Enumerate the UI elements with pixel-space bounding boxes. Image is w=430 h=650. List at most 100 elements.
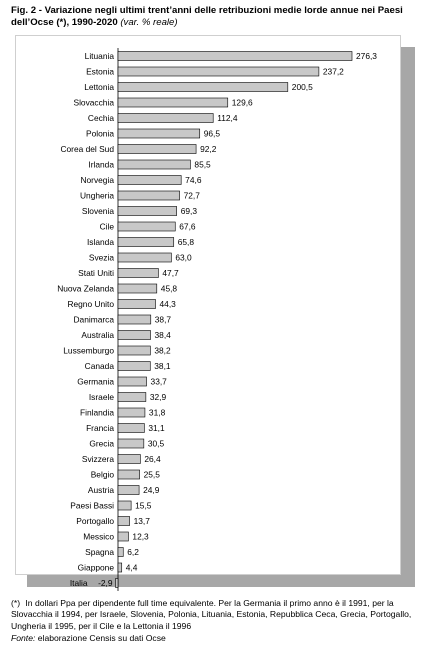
value-label: 38,1 — [154, 361, 171, 371]
bar — [117, 113, 214, 123]
bar — [117, 159, 191, 170]
value-label: 38,2 — [154, 346, 171, 356]
value-label: 96,5 — [204, 129, 221, 139]
value-label: 30,5 — [148, 439, 165, 449]
value-label: 24,9 — [143, 485, 160, 495]
value-label: 72,7 — [184, 191, 201, 201]
category-label: Israele — [89, 392, 114, 402]
value-label: 32,9 — [150, 392, 167, 402]
bar — [117, 345, 151, 356]
value-label: 69,3 — [181, 206, 198, 216]
figure-title: Fig. 2 - Variazione negli ultimi trent’a… — [11, 5, 421, 28]
category-label: Irlanda — [88, 160, 114, 170]
value-label: 25,5 — [144, 470, 161, 480]
chart-panel — [15, 35, 401, 575]
category-label: Canada — [85, 361, 115, 371]
bar — [117, 82, 289, 92]
source-text: elaborazione Censis su dati Ocse — [37, 633, 166, 643]
bar — [117, 268, 159, 278]
value-label: 65,8 — [178, 237, 195, 247]
bar — [117, 454, 141, 464]
bar — [117, 237, 175, 247]
value-label: 15,5 — [135, 501, 152, 511]
category-label: Belgio — [91, 470, 115, 480]
value-label: 63,0 — [175, 253, 192, 263]
category-label: Grecia — [89, 439, 114, 449]
category-label: Estonia — [86, 67, 114, 77]
bar — [117, 283, 158, 294]
bar — [117, 175, 182, 185]
category-label: Nuova Zelanda — [57, 284, 114, 294]
category-label: Norvegia — [80, 175, 114, 185]
source-label: Fonte: — [11, 633, 36, 643]
value-label: 45,8 — [161, 284, 178, 294]
bar — [117, 190, 180, 201]
category-label: Portogallo — [76, 516, 114, 526]
figure-title-main: Fig. 2 - Variazione negli ultimi trent’a… — [11, 5, 403, 28]
value-label: 92,2 — [200, 144, 217, 154]
value-label: 12,3 — [132, 532, 149, 542]
category-label: Lussemburgo — [63, 346, 114, 356]
bar — [117, 144, 197, 154]
value-label: 6,2 — [127, 547, 139, 557]
footnote-text: In dollari Ppa per dipendente full time … — [11, 598, 412, 631]
bar — [117, 330, 151, 340]
category-label: Lituania — [85, 51, 115, 61]
bar — [117, 407, 146, 418]
value-label: -2,9 — [98, 578, 113, 588]
value-label: 74,6 — [185, 175, 202, 185]
figure-title-unit: (var. % reale) — [120, 16, 178, 28]
value-label: 13,7 — [134, 516, 151, 526]
category-label: Stati Uniti — [78, 268, 114, 278]
value-label: 129,6 — [232, 98, 253, 108]
category-label: Italia — [70, 578, 88, 588]
footnote: (*) In dollari Ppa per dipendente full t… — [11, 598, 421, 632]
bar — [117, 206, 177, 216]
category-label: Svezia — [89, 253, 114, 263]
category-label: Slovenia — [82, 206, 114, 216]
bar — [117, 66, 320, 77]
category-label: Finlandia — [80, 408, 114, 418]
bar — [117, 361, 151, 371]
bar — [117, 51, 353, 61]
category-label: Islanda — [87, 237, 114, 247]
value-label: 85,5 — [194, 160, 211, 170]
value-label: 26,4 — [144, 454, 161, 464]
category-label: Corea del Sud — [60, 144, 114, 154]
bar — [117, 485, 140, 495]
bar — [117, 469, 140, 480]
bar — [117, 252, 172, 263]
category-label: Messico — [83, 532, 114, 542]
bar — [117, 376, 147, 387]
value-label: 33,7 — [151, 377, 168, 387]
value-label: 44,3 — [160, 299, 177, 309]
category-label: Spagna — [85, 547, 114, 557]
value-label: 276,3 — [356, 51, 377, 61]
bar — [117, 128, 201, 139]
category-label: Regno Unito — [67, 299, 114, 309]
bar — [117, 500, 132, 511]
category-label: Giappone — [78, 563, 115, 573]
value-label: 38,7 — [155, 315, 172, 325]
bar — [117, 547, 124, 557]
bar — [117, 531, 129, 542]
value-label: 31,8 — [149, 408, 166, 418]
value-label: 200,5 — [292, 82, 313, 92]
bar — [117, 221, 176, 232]
category-label: Svizzera — [82, 454, 114, 464]
value-label: 47,7 — [162, 268, 179, 278]
category-label: Danimarca — [74, 315, 115, 325]
category-label: Australia — [81, 330, 114, 340]
bar — [117, 97, 229, 108]
bar — [117, 299, 156, 309]
category-label: Cile — [100, 222, 115, 232]
source-note: Fonte: elaborazione Censis su dati Ocse — [11, 633, 166, 643]
category-label: Lettonia — [84, 82, 114, 92]
bar — [117, 392, 147, 402]
value-label: 38,4 — [155, 330, 172, 340]
bar — [117, 562, 123, 573]
bar — [115, 578, 119, 588]
category-label: Paesi Bassi — [70, 501, 114, 511]
category-label: Austria — [88, 485, 114, 495]
